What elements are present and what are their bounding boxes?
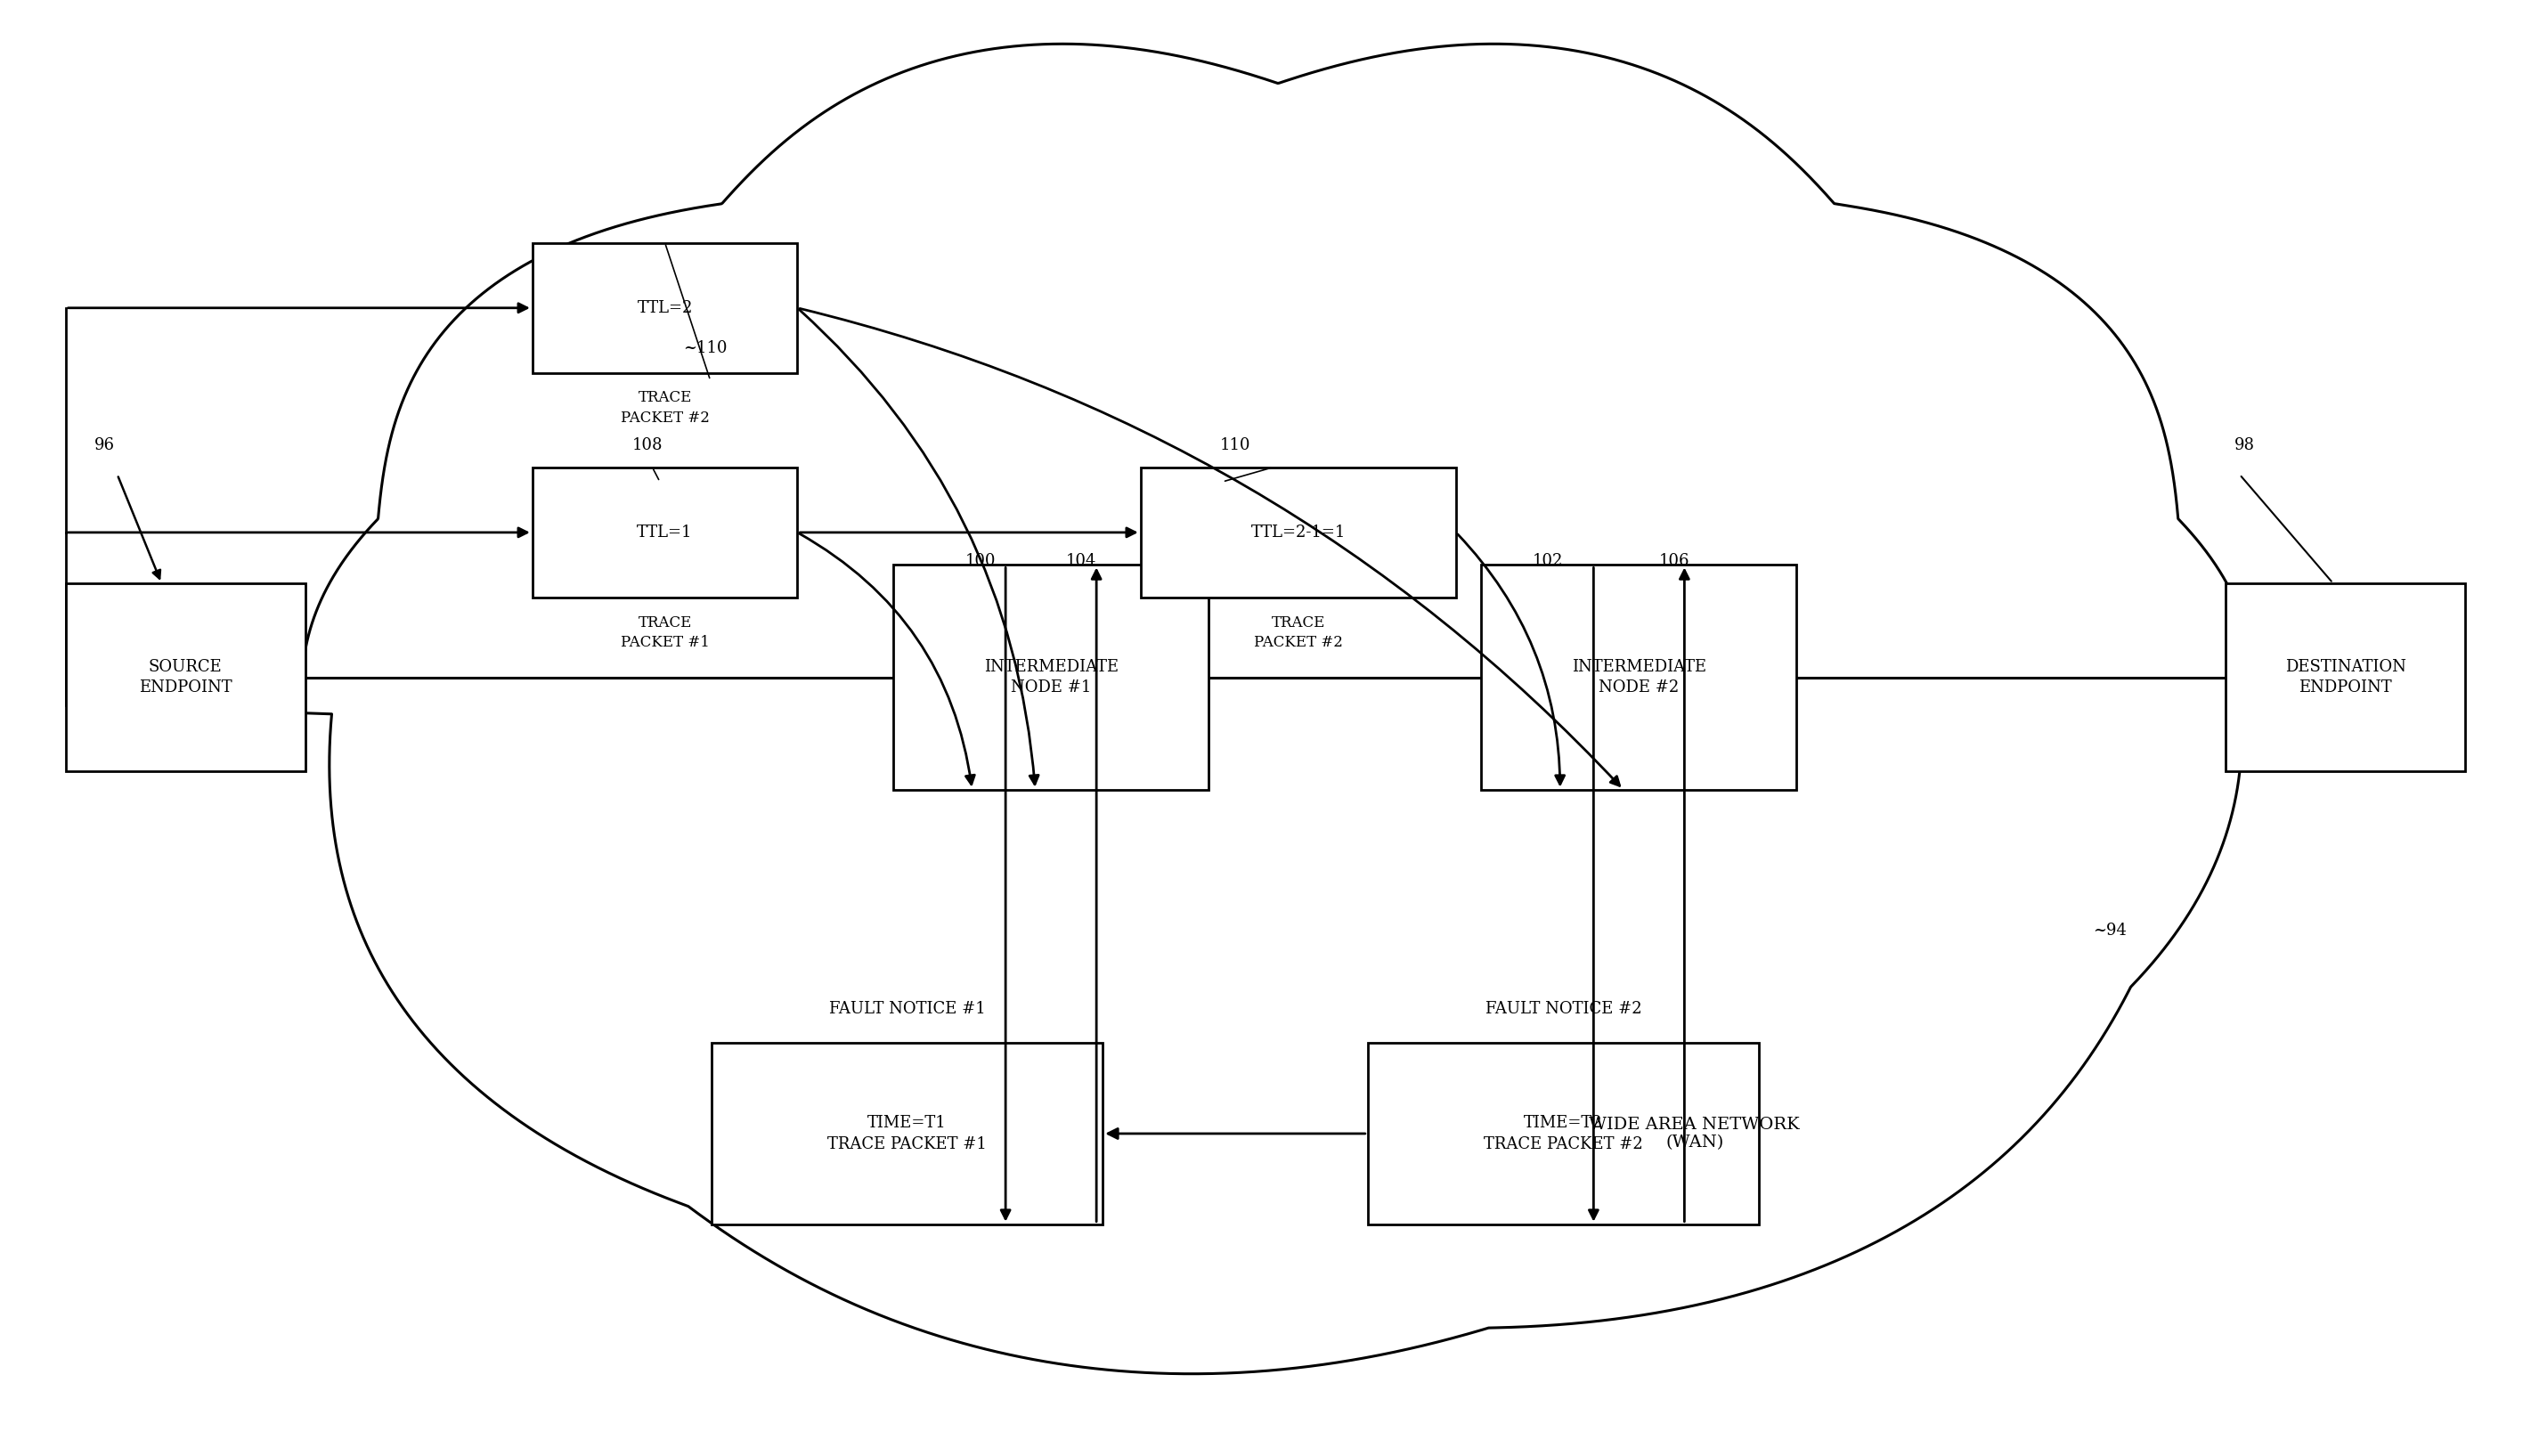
Text: TTL=2-1=1: TTL=2-1=1 [1250, 524, 1346, 540]
FancyBboxPatch shape [1481, 565, 1797, 789]
Text: INTERMEDIATE
NODE #1: INTERMEDIATE NODE #1 [985, 658, 1119, 696]
Text: 98: 98 [2235, 437, 2255, 453]
Text: 102: 102 [1534, 553, 1564, 569]
Text: INTERMEDIATE
NODE #2: INTERMEDIATE NODE #2 [1572, 658, 1706, 696]
Text: 100: 100 [964, 553, 995, 569]
Text: TTL=2: TTL=2 [638, 300, 693, 316]
Text: 96: 96 [94, 437, 114, 453]
Text: FAULT NOTICE #2: FAULT NOTICE #2 [1486, 1000, 1643, 1016]
Text: ~110: ~110 [683, 341, 726, 357]
FancyBboxPatch shape [66, 584, 306, 772]
Text: TTL=1: TTL=1 [638, 524, 693, 540]
FancyBboxPatch shape [2225, 584, 2465, 772]
FancyBboxPatch shape [893, 565, 1210, 789]
Polygon shape [301, 44, 2255, 1374]
Text: ~94: ~94 [2093, 923, 2126, 939]
Text: 106: 106 [1658, 553, 1691, 569]
Text: DESTINATION
ENDPOINT: DESTINATION ENDPOINT [2285, 658, 2407, 696]
Text: 110: 110 [1220, 437, 1250, 453]
Text: TIME=T2
TRACE PACKET #2: TIME=T2 TRACE PACKET #2 [1483, 1115, 1643, 1152]
FancyBboxPatch shape [711, 1042, 1104, 1224]
Text: FAULT NOTICE #1: FAULT NOTICE #1 [828, 1000, 985, 1016]
FancyBboxPatch shape [532, 467, 797, 597]
FancyBboxPatch shape [1141, 467, 1455, 597]
Text: TRACE
PACKET #1: TRACE PACKET #1 [620, 614, 709, 649]
FancyBboxPatch shape [1367, 1042, 1759, 1224]
Text: 108: 108 [633, 437, 663, 453]
Text: WIDE AREA NETWORK
(WAN): WIDE AREA NETWORK (WAN) [1589, 1117, 1800, 1150]
FancyBboxPatch shape [532, 243, 797, 373]
Text: 104: 104 [1066, 553, 1096, 569]
Text: TRACE
PACKET #2: TRACE PACKET #2 [1253, 614, 1344, 649]
Text: TIME=T1
TRACE PACKET #1: TIME=T1 TRACE PACKET #1 [828, 1115, 987, 1152]
Text: SOURCE
ENDPOINT: SOURCE ENDPOINT [139, 658, 233, 696]
Text: TRACE
PACKET #2: TRACE PACKET #2 [620, 390, 709, 425]
